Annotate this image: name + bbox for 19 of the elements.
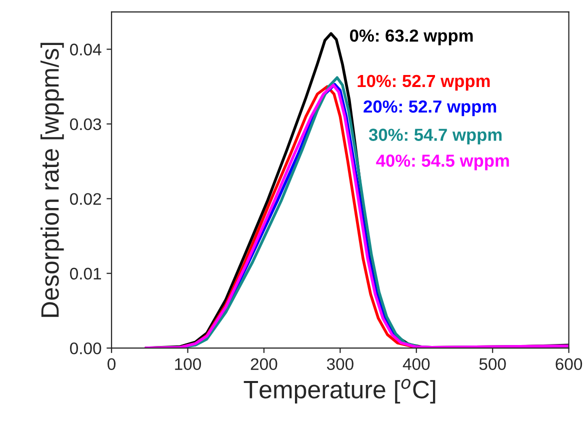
x-tick-label: 300 [326, 358, 354, 370]
y-axis-title: Desorption rate [wppm/s] [40, 42, 64, 317]
x-tick-label: 200 [250, 358, 278, 370]
y-tick-label: 0.02 [70, 193, 101, 205]
x-tick-label: 600 [556, 358, 582, 370]
series-label: 20%: 52.7 wppm [364, 100, 496, 116]
series-label: 40%: 54.5 wppm [376, 154, 509, 170]
y-tick-label: 0.03 [70, 118, 102, 130]
x-tick-label: 400 [402, 358, 430, 370]
y-tick-label: 0.04 [70, 44, 102, 56]
y-tick-label: 0.01 [70, 268, 101, 280]
series-label: 30%: 54.7 wppm [368, 128, 502, 144]
x-tick-label: 500 [479, 358, 506, 370]
series-label: 10%: 52.7 wppm [358, 74, 490, 91]
x-tick-label: 100 [175, 358, 201, 370]
series-label: 0%: 63.2 wppm [350, 29, 473, 46]
y-tick-label: 0.00 [70, 342, 102, 354]
x-axis-title: Temperature [$^{o}$C] [244, 378, 436, 404]
x-tick-label: 0 [108, 358, 116, 370]
